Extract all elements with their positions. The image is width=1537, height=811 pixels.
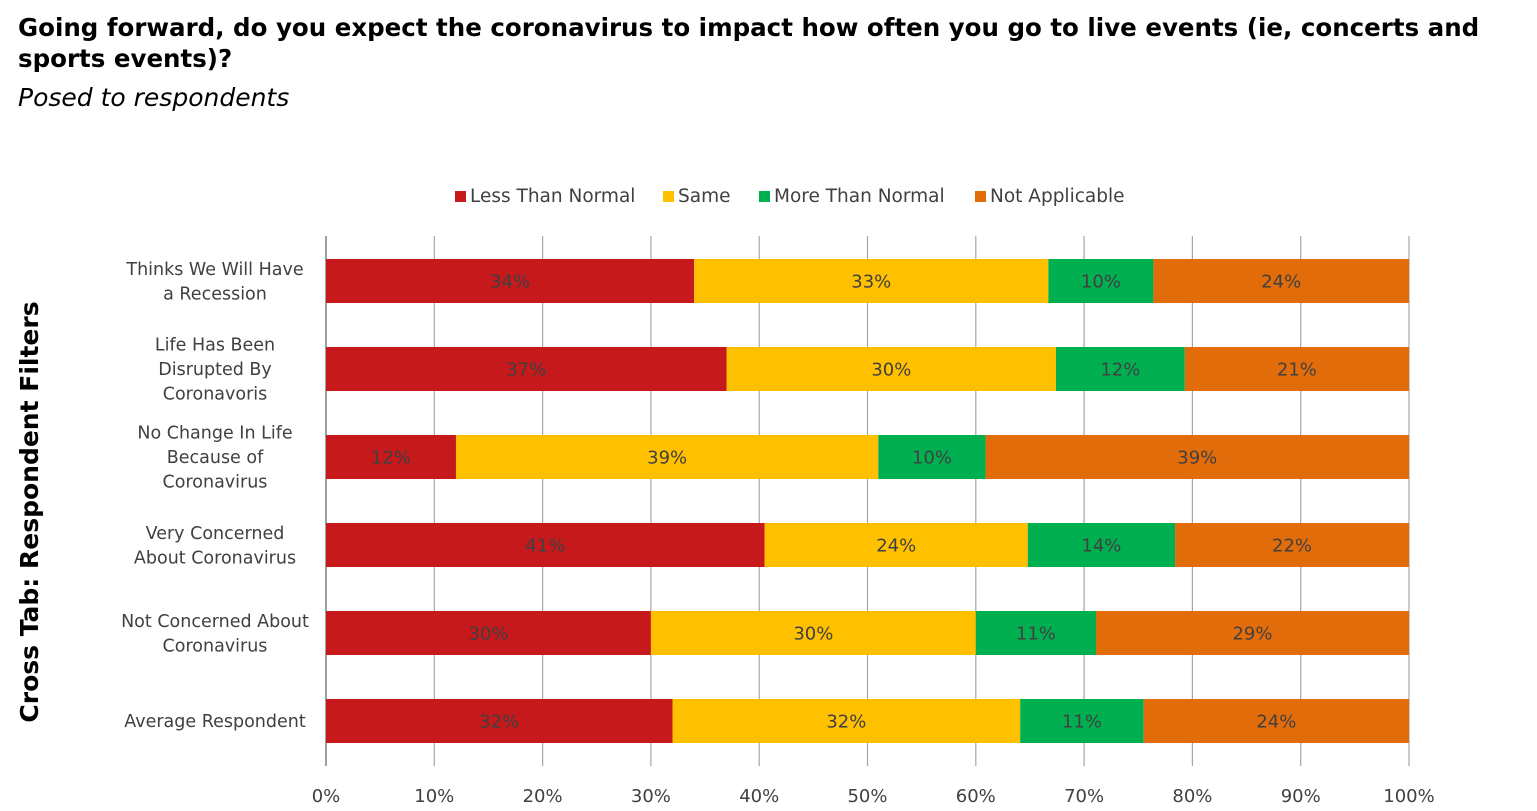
bar-segment [764,523,1028,567]
data-label: 32% [826,712,866,733]
legend-item: Less Than Normal [455,183,635,209]
category-label: a Recession [163,284,267,304]
category-label: Not Concerned About [121,612,309,632]
category-label: Thinks We Will Have [125,260,303,280]
bar-segment [326,523,765,567]
legend-swatch [663,190,674,202]
x-tick-label: 60% [956,786,996,807]
data-label: 12% [371,448,411,469]
category-label: Coronavirus [163,636,268,656]
data-label: 30% [468,624,508,645]
bar-segment [326,435,456,479]
data-label: 39% [647,448,687,469]
bar-segment [726,347,1056,391]
data-label: 24% [1261,272,1301,293]
bar-segment [1020,699,1144,743]
category-label: Because of [167,448,264,468]
legend-label: More Than Normal [774,185,945,207]
bar-segment [650,611,976,655]
x-tick-label: 40% [739,786,779,807]
data-label: 10% [1081,272,1121,293]
chart-legend: Less Than Normal Same More Than Normal Not … [0,183,1537,209]
data-label: 33% [851,272,891,293]
legend-item: More Than Normal [759,183,945,209]
bar-segment [1027,523,1176,567]
chart-title: Going forward, do you expect the coronav… [18,13,1480,73]
legend-item: Not Applicable [975,183,1125,209]
data-label: 32% [479,712,519,733]
legend-label: Same [678,185,731,207]
bar-segment [326,347,727,391]
x-tick-label: 70% [1064,786,1104,807]
data-label: 24% [1256,712,1296,733]
legend-swatch [759,190,770,202]
legend-label: Less Than Normal [470,185,636,207]
x-tick-label: 80% [1172,786,1212,807]
category-label: No Change In Life [137,424,292,444]
data-label: 39% [1177,448,1217,469]
bar-segment [1143,699,1409,743]
x-tick-label: 30% [631,786,671,807]
bar-segment [326,699,673,743]
bar-segment [326,611,651,655]
data-label: 41% [525,536,565,557]
bar-segment [672,699,1021,743]
category-label: Average Respondent [124,712,306,732]
data-label: 12% [1100,360,1140,381]
category-label: Very Concerned [146,524,285,544]
bar-segment [1055,347,1185,391]
bar-segment [1153,259,1409,303]
data-label: 30% [871,360,911,381]
x-tick-label: 50% [847,786,887,807]
data-label: 10% [912,448,952,469]
bar-segment [1175,523,1409,567]
bar-segment [1096,611,1409,655]
data-label: 14% [1081,536,1121,557]
data-label: 30% [793,624,833,645]
data-label: 21% [1277,360,1317,381]
category-label: Coronavirus [163,473,268,493]
category-label: Life Has Been [155,336,275,356]
bar-segment [326,259,695,303]
bar-segment [1184,347,1409,391]
x-tick-label: 90% [1281,786,1321,807]
x-tick-label: 100% [1383,786,1434,807]
x-tick-label: 0% [312,786,341,807]
data-label: 37% [506,360,546,381]
data-label: 24% [876,536,916,557]
legend-swatch [975,190,986,202]
x-tick-label: 20% [523,786,563,807]
data-label: 22% [1272,536,1312,557]
category-label: Coronavoris [163,385,268,405]
category-label: About Coronavirus [134,548,296,568]
data-label: 29% [1232,624,1272,645]
bar-segment [694,259,1049,303]
legend-label: Not Applicable [990,185,1125,207]
data-label: 11% [1016,624,1056,645]
legend-swatch [455,190,466,202]
bar-segment [878,435,986,479]
category-label: Disrupted By [158,360,272,380]
data-label: 34% [490,272,530,293]
bar-segment [1048,259,1154,303]
bar-segment [985,435,1409,479]
chart-subtitle: Posed to respondents [18,83,290,112]
legend-item: Same [663,183,730,209]
x-tick-label: 10% [414,786,454,807]
data-label: 11% [1062,712,1102,733]
bar-segment [975,611,1097,655]
bar-segment [455,435,879,479]
